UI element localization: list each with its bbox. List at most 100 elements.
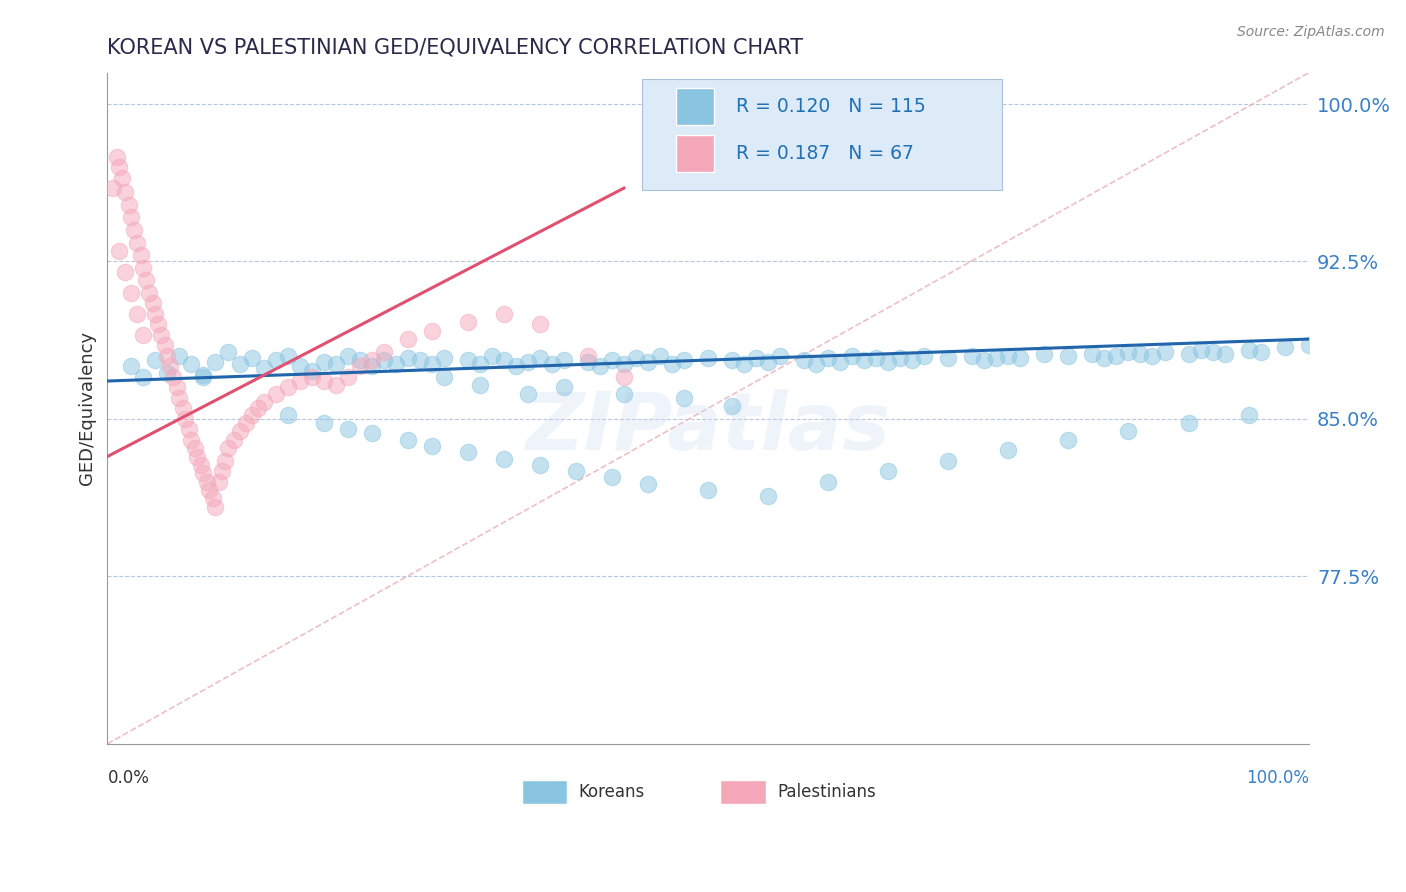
Point [105, 150, 128, 164]
Text: ZIPatlas: ZIPatlas [526, 390, 890, 467]
Point [600, 353, 623, 368]
Point [468, 357, 491, 371]
Point [409, 353, 432, 368]
Point [1010, 351, 1032, 365]
Point [214, 453, 236, 467]
Point [193, 368, 215, 382]
Point [877, 355, 900, 369]
Point [169, 391, 191, 405]
Point [240, 351, 263, 365]
Point [336, 369, 359, 384]
Point [277, 408, 299, 422]
Point [589, 359, 612, 374]
Point [135, 273, 157, 287]
Point [492, 353, 515, 368]
Point [169, 349, 191, 363]
Point [120, 285, 142, 300]
Point [468, 378, 491, 392]
Point [204, 355, 226, 369]
Point [841, 349, 863, 363]
Point [986, 351, 1008, 365]
Point [202, 491, 225, 506]
Point [264, 353, 287, 368]
Point [997, 443, 1019, 458]
Point [1129, 347, 1152, 361]
Point [962, 349, 984, 363]
Point [492, 307, 515, 321]
Point [142, 296, 165, 310]
Point [396, 332, 419, 346]
Point [505, 359, 527, 374]
Point [373, 353, 395, 368]
Point [156, 349, 179, 363]
Point [180, 357, 202, 371]
Y-axis label: GED/Equivalency: GED/Equivalency [79, 331, 96, 485]
Point [195, 475, 218, 489]
Point [697, 351, 720, 365]
Point [600, 470, 623, 484]
Point [672, 391, 695, 405]
Point [1105, 349, 1128, 363]
Point [360, 353, 382, 368]
Point [529, 318, 551, 332]
Point [208, 475, 231, 489]
Point [222, 433, 245, 447]
Point [745, 351, 768, 365]
FancyBboxPatch shape [643, 79, 1002, 190]
Point [637, 355, 659, 369]
Point [1118, 425, 1140, 439]
Point [1094, 351, 1116, 365]
Point [889, 351, 911, 365]
Point [1177, 416, 1199, 430]
Text: KOREAN VS PALESTINIAN GED/EQUIVALENCY CORRELATION CHART: KOREAN VS PALESTINIAN GED/EQUIVALENCY CO… [107, 37, 803, 57]
Point [576, 349, 599, 363]
Point [228, 357, 250, 371]
Point [312, 374, 335, 388]
Point [301, 369, 323, 384]
Point [624, 351, 647, 365]
Point [349, 359, 371, 374]
Point [153, 338, 176, 352]
Point [648, 349, 671, 363]
Point [301, 363, 323, 377]
Point [1274, 341, 1296, 355]
Point [186, 450, 208, 464]
Point [420, 357, 443, 371]
Point [769, 349, 792, 363]
Point [613, 357, 636, 371]
Point [174, 411, 197, 425]
Text: Palestinians: Palestinians [778, 783, 876, 801]
Point [312, 355, 335, 369]
Point [1057, 433, 1080, 447]
Point [235, 416, 257, 430]
Point [360, 426, 382, 441]
Point [1237, 343, 1260, 357]
Point [166, 380, 188, 394]
Point [457, 353, 479, 368]
Point [553, 353, 575, 368]
Point [118, 198, 141, 212]
Point [127, 235, 149, 250]
Point [288, 359, 311, 374]
Point [901, 353, 924, 368]
Point [433, 369, 456, 384]
FancyBboxPatch shape [676, 88, 714, 125]
Point [613, 369, 636, 384]
FancyBboxPatch shape [522, 780, 568, 805]
Point [1081, 347, 1104, 361]
Point [145, 307, 167, 321]
Text: Koreans: Koreans [578, 783, 644, 801]
Point [277, 349, 299, 363]
FancyBboxPatch shape [720, 780, 766, 805]
Point [288, 374, 311, 388]
Point [190, 458, 212, 472]
Point [756, 489, 779, 503]
Point [1142, 349, 1164, 363]
Point [373, 344, 395, 359]
Point [1033, 347, 1056, 361]
Point [877, 464, 900, 478]
Point [817, 351, 839, 365]
Point [733, 357, 755, 371]
Point [108, 244, 131, 258]
Text: 0.0%: 0.0% [107, 769, 149, 788]
